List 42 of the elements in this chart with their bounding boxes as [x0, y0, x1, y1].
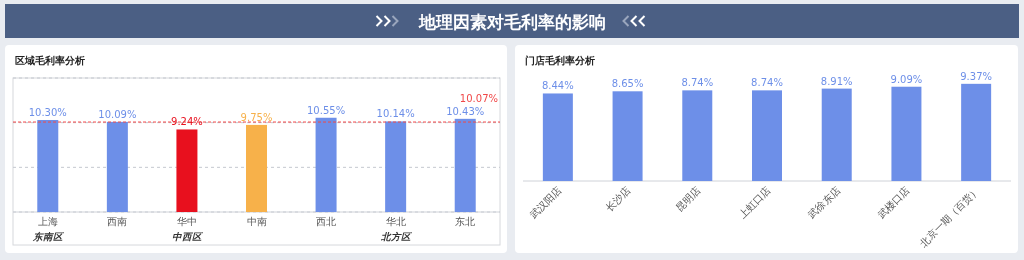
data-label: 10.09% — [98, 108, 137, 120]
data-label: 8.74% — [681, 77, 714, 89]
chart-title: 门店毛利率分析 — [525, 55, 595, 66]
ref-line-label: 10.07% — [459, 93, 498, 105]
x-tick-label: 北京一期（百货） — [917, 184, 982, 249]
x-tick-label: 上海 — [37, 216, 58, 227]
x-tick-label: 武汉阳店 — [527, 184, 564, 221]
x-tick-label: 东北 — [455, 216, 476, 227]
data-label: 10.43% — [446, 105, 485, 117]
data-label: 9.75% — [240, 111, 273, 123]
chart-title: 区域毛利率分析 — [15, 55, 85, 66]
bar — [37, 119, 59, 212]
x-tick-label: 昆明店 — [673, 184, 703, 214]
x-tick-label: 上虹口店 — [736, 184, 773, 221]
x-tick-label: 中南 — [246, 216, 267, 227]
data-label: 8.65% — [611, 78, 644, 90]
data-label: 9.09% — [890, 73, 923, 85]
bar — [246, 124, 267, 212]
data-label: 10.14% — [376, 108, 415, 120]
bar — [176, 129, 198, 212]
x-tick-label: 长沙店 — [603, 184, 633, 214]
data-label: 10.55% — [307, 104, 346, 116]
bar — [385, 121, 407, 212]
text: 地理因素对毛利率的影响 — [417, 12, 606, 32]
text: 北方区 — [379, 231, 413, 242]
data-label: 9.24% — [171, 116, 203, 128]
bar — [454, 118, 476, 212]
x-tick-label: 西北 — [316, 216, 337, 227]
x-tick-label: 武徐东店 — [806, 184, 843, 221]
data-label: 8.74% — [751, 77, 783, 89]
x-tick-label: 华北 — [385, 216, 406, 227]
data-label: 10.30% — [28, 106, 67, 118]
text: 东南区 — [31, 231, 65, 242]
data-label: 8.44% — [541, 80, 574, 92]
x-tick-label: 西南 — [107, 216, 128, 227]
text: 中西区 — [171, 231, 204, 242]
data-label: 9.37% — [960, 70, 993, 82]
bar — [106, 121, 128, 212]
data-label: 8.91% — [820, 75, 853, 87]
bar — [315, 117, 337, 212]
x-tick-label: 华中 — [176, 216, 197, 227]
x-tick-label: 武楼口店 — [875, 184, 912, 221]
